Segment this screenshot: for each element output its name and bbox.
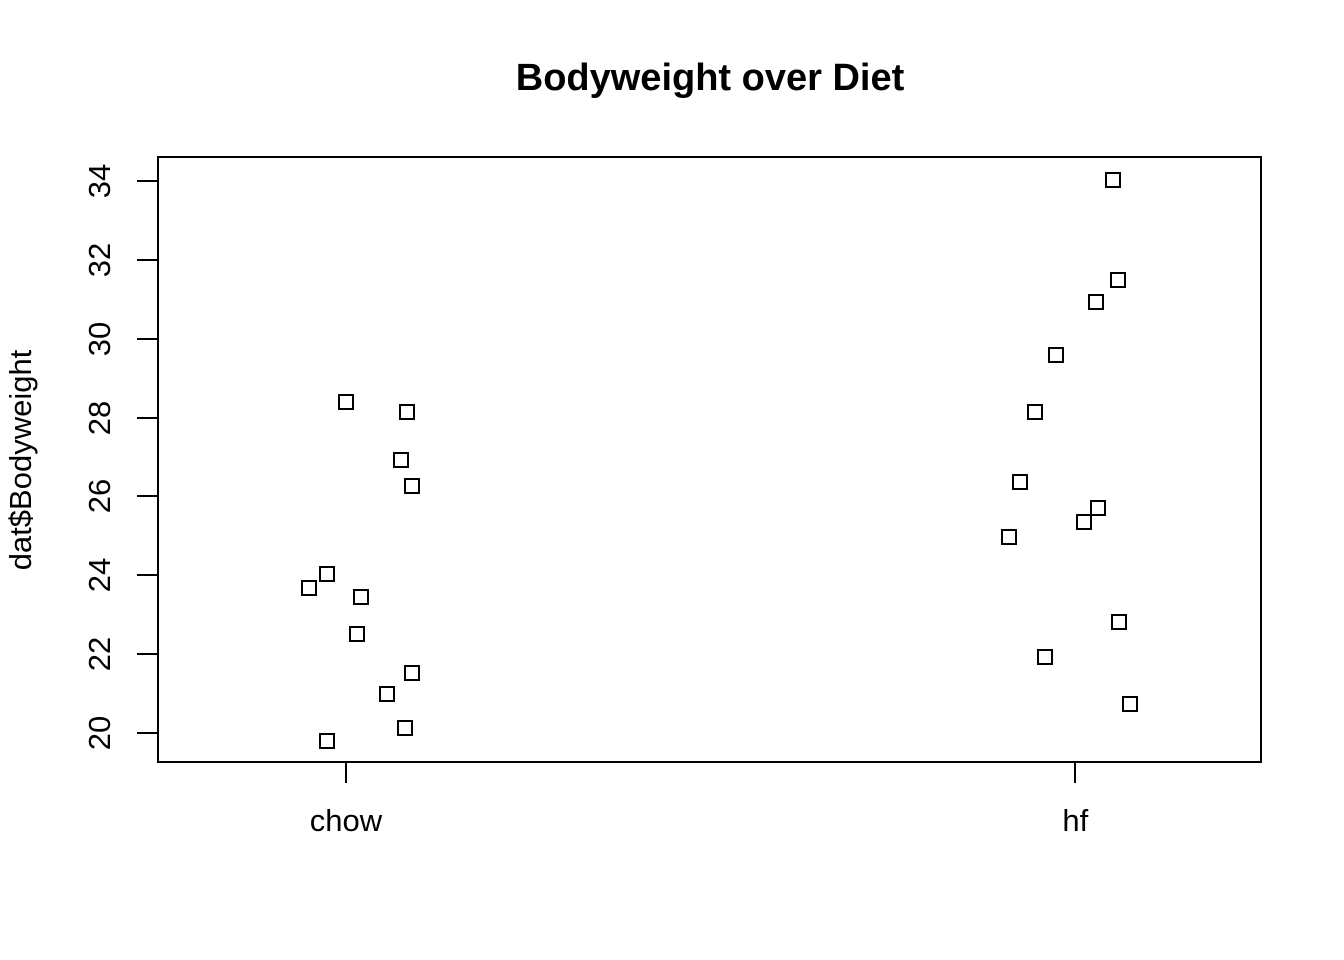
y-tick-label: 30 [82, 321, 117, 357]
y-tick-label: 20 [82, 715, 117, 750]
y-tick-label: 24 [82, 557, 117, 593]
y-axis-tick [137, 652, 157, 655]
data-point-square [318, 732, 335, 749]
data-point-square [1075, 514, 1092, 531]
y-tick-label: 32 [82, 242, 117, 278]
data-point-square [399, 404, 416, 421]
y-axis-tick [137, 337, 157, 340]
data-point-square [378, 686, 395, 703]
data-point-square [1001, 528, 1018, 545]
data-point-square [1087, 293, 1104, 310]
data-point-square [403, 478, 420, 495]
data-point-square [1109, 272, 1126, 289]
data-point-square [393, 452, 410, 469]
y-axis-tick [137, 495, 157, 498]
data-point-square [1012, 473, 1029, 490]
data-point-square [1104, 172, 1121, 189]
data-point-square [1110, 613, 1127, 630]
data-point-square [1037, 649, 1053, 666]
data-point-square [1048, 347, 1065, 364]
plot-area [157, 156, 1262, 763]
y-tick-label: 28 [82, 400, 117, 435]
data-point-square [349, 625, 366, 642]
y-tick-label: 22 [82, 636, 117, 672]
y-tick-label: 26 [82, 479, 117, 514]
data-point-square [1122, 695, 1139, 712]
x-axis-category-label: hf [1062, 803, 1089, 838]
data-point-square [300, 579, 317, 596]
y-axis-tick [137, 731, 157, 734]
data-point-square [397, 720, 414, 737]
x-axis-tick [344, 763, 347, 783]
y-axis-tick [137, 180, 157, 183]
data-point-square [318, 565, 335, 582]
x-axis-tick [1074, 763, 1077, 783]
y-axis-tick [137, 574, 157, 577]
y-axis-label: dat$Bodyweight [3, 349, 38, 571]
chart-title: Bodyweight over Diet [515, 57, 905, 99]
y-axis-tick [137, 258, 157, 261]
data-point-square [1026, 404, 1043, 421]
data-point-square [353, 588, 370, 605]
data-point-square [1090, 500, 1107, 517]
data-point-square [337, 393, 354, 410]
x-axis-category-label: chow [309, 803, 383, 838]
y-axis-tick [137, 416, 157, 419]
data-point-square [404, 665, 421, 682]
y-tick-label: 34 [82, 163, 117, 199]
